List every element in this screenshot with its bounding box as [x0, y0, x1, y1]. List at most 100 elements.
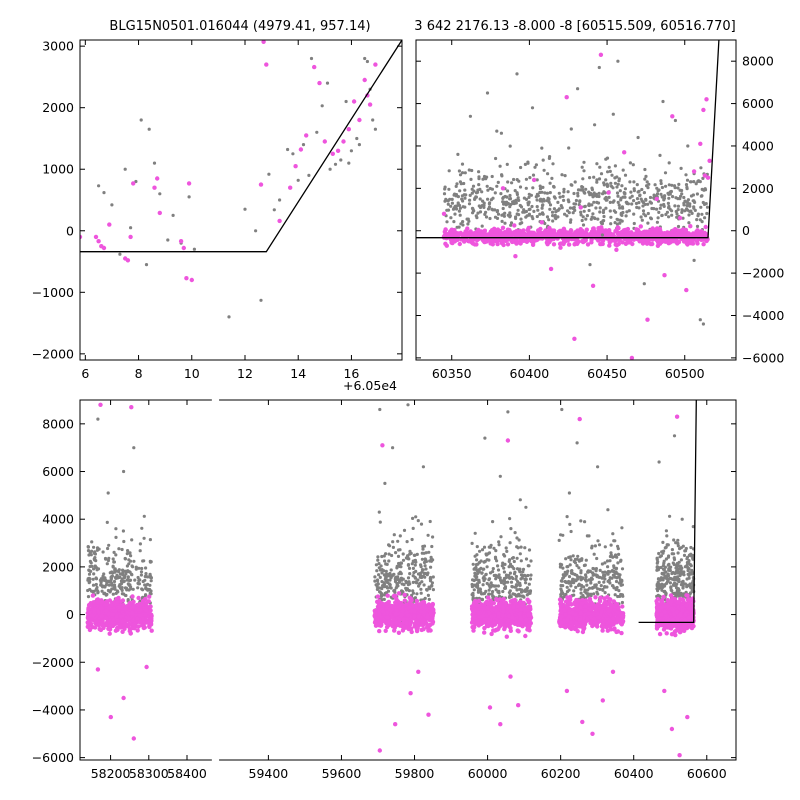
gray-point	[148, 575, 153, 580]
magenta-point	[130, 594, 135, 599]
gray-point	[553, 213, 557, 217]
gray-point	[374, 583, 378, 587]
gray-point	[518, 587, 522, 591]
gray-point	[504, 203, 508, 207]
magenta-point	[152, 185, 157, 190]
gray-point	[630, 202, 634, 206]
gray-point	[665, 210, 670, 214]
gray-point	[112, 579, 117, 584]
gray-point	[649, 216, 653, 220]
magenta-point	[584, 227, 589, 232]
gray-point	[363, 56, 367, 61]
gray-point	[505, 162, 509, 166]
gray-point	[487, 588, 491, 592]
magenta-point	[99, 613, 104, 619]
gray-point	[566, 209, 570, 213]
gray-point	[481, 199, 485, 203]
gray-point	[676, 208, 680, 212]
gray-point	[689, 180, 693, 184]
gray-point	[528, 591, 532, 595]
magenta-point	[469, 232, 474, 238]
gray-point	[699, 205, 703, 209]
gray-point	[624, 214, 628, 218]
gray-point	[99, 583, 103, 587]
gray-point	[387, 582, 391, 586]
gray-point	[320, 104, 324, 108]
gray-point	[396, 554, 401, 559]
gray-point	[540, 146, 544, 150]
gray-point	[659, 181, 663, 186]
magenta-point	[486, 595, 491, 600]
gray-point	[597, 543, 602, 547]
gray-point	[499, 192, 503, 196]
gray-point	[515, 536, 519, 540]
gray-point	[500, 213, 504, 217]
magenta-point	[614, 247, 619, 252]
gray-point	[615, 576, 619, 580]
magenta-point	[408, 626, 414, 631]
gray-point	[456, 152, 460, 156]
magenta-point	[443, 227, 448, 232]
magenta-point	[414, 598, 420, 604]
gray-point	[384, 591, 388, 595]
gray-point	[379, 586, 383, 590]
magenta-point	[604, 230, 609, 235]
gray-point	[171, 213, 175, 217]
gray-point	[494, 588, 498, 592]
magenta-point	[510, 614, 515, 620]
gray-point	[509, 221, 514, 225]
gray-point	[112, 560, 116, 564]
gray-point	[568, 522, 572, 527]
magenta-point	[184, 276, 189, 281]
gray-point	[474, 577, 478, 582]
gray-point	[579, 188, 583, 192]
gray-point	[480, 190, 484, 194]
gray-point	[598, 210, 602, 214]
gray-point	[639, 197, 643, 201]
magenta-point	[394, 608, 399, 613]
gray-point	[571, 206, 575, 210]
gray-point	[482, 567, 486, 571]
magenta-point	[673, 227, 678, 232]
gray-point	[516, 593, 520, 597]
gray-point	[636, 135, 640, 140]
gray-point	[120, 547, 124, 552]
gray-point	[524, 186, 528, 190]
gray-point	[688, 209, 692, 213]
magenta-point	[93, 234, 99, 240]
gray-point	[619, 559, 623, 563]
gray-point	[291, 152, 295, 156]
gray-point	[424, 567, 428, 571]
gray-point	[110, 570, 114, 574]
gray-point	[554, 210, 558, 214]
gray-point	[103, 556, 108, 561]
gray-point	[470, 191, 474, 195]
gray-point	[408, 549, 412, 554]
gray-point	[593, 123, 597, 127]
gray-point	[100, 589, 104, 593]
magenta-point	[117, 605, 122, 610]
gray-point	[589, 578, 593, 582]
gray-point	[449, 204, 453, 208]
gray-point	[399, 565, 403, 569]
gray-point	[485, 184, 489, 188]
gray-point	[678, 197, 682, 201]
gray-point	[540, 206, 544, 210]
gray-point	[514, 215, 518, 219]
gray-point	[676, 186, 680, 190]
x-tick-label: 6	[81, 366, 89, 381]
magenta-point	[86, 610, 92, 615]
gray-point	[504, 576, 508, 580]
magenta-point	[501, 242, 506, 248]
gray-point	[519, 590, 524, 594]
gray-point	[580, 218, 584, 223]
gray-point	[137, 582, 141, 586]
gray-point	[673, 204, 677, 208]
gray-point	[579, 571, 583, 575]
gray-point	[426, 571, 430, 575]
magenta-point	[675, 241, 680, 246]
magenta-point	[491, 628, 496, 633]
magenta-point	[523, 617, 529, 623]
gray-point	[700, 187, 704, 191]
gray-point	[473, 566, 477, 570]
